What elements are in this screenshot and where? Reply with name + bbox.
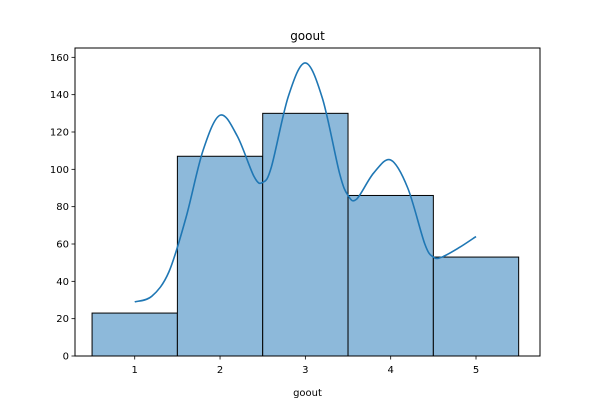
y-ticks-group: 0 20 40 60 80 100 120 140 160 [50,53,75,363]
y-tick-label-0: 0 [63,352,69,363]
kde-group [134,62,477,303]
bar-1 [91,312,178,357]
y-tick-label-60: 60 [56,240,69,251]
y-tick-label-120: 120 [50,128,69,139]
x-tick-label-1: 1 [132,365,138,376]
x-tick-label-3: 3 [302,365,308,376]
kde-line [134,62,477,303]
bar-5 [432,256,520,357]
bar-4 [347,194,434,357]
x-ticks-group: 1 2 3 4 5 [132,356,479,376]
y-tick-label-100: 100 [50,165,69,176]
x-tick-label-4: 4 [388,365,394,376]
bars-group [91,112,520,357]
y-tick-label-140: 140 [50,90,69,101]
x-tick-label-2: 2 [217,365,223,376]
y-tick-label-20: 20 [56,314,69,325]
x-tick-label-5: 5 [473,365,479,376]
bar-3 [262,112,349,357]
chart-title: goout [290,29,325,43]
y-tick-label-40: 40 [56,277,69,288]
y-tick-label-160: 160 [50,53,69,64]
plot-frame [74,47,541,357]
y-tick-label-80: 80 [56,202,69,213]
x-axis-label: goout [293,388,322,399]
bar-2 [176,155,264,357]
